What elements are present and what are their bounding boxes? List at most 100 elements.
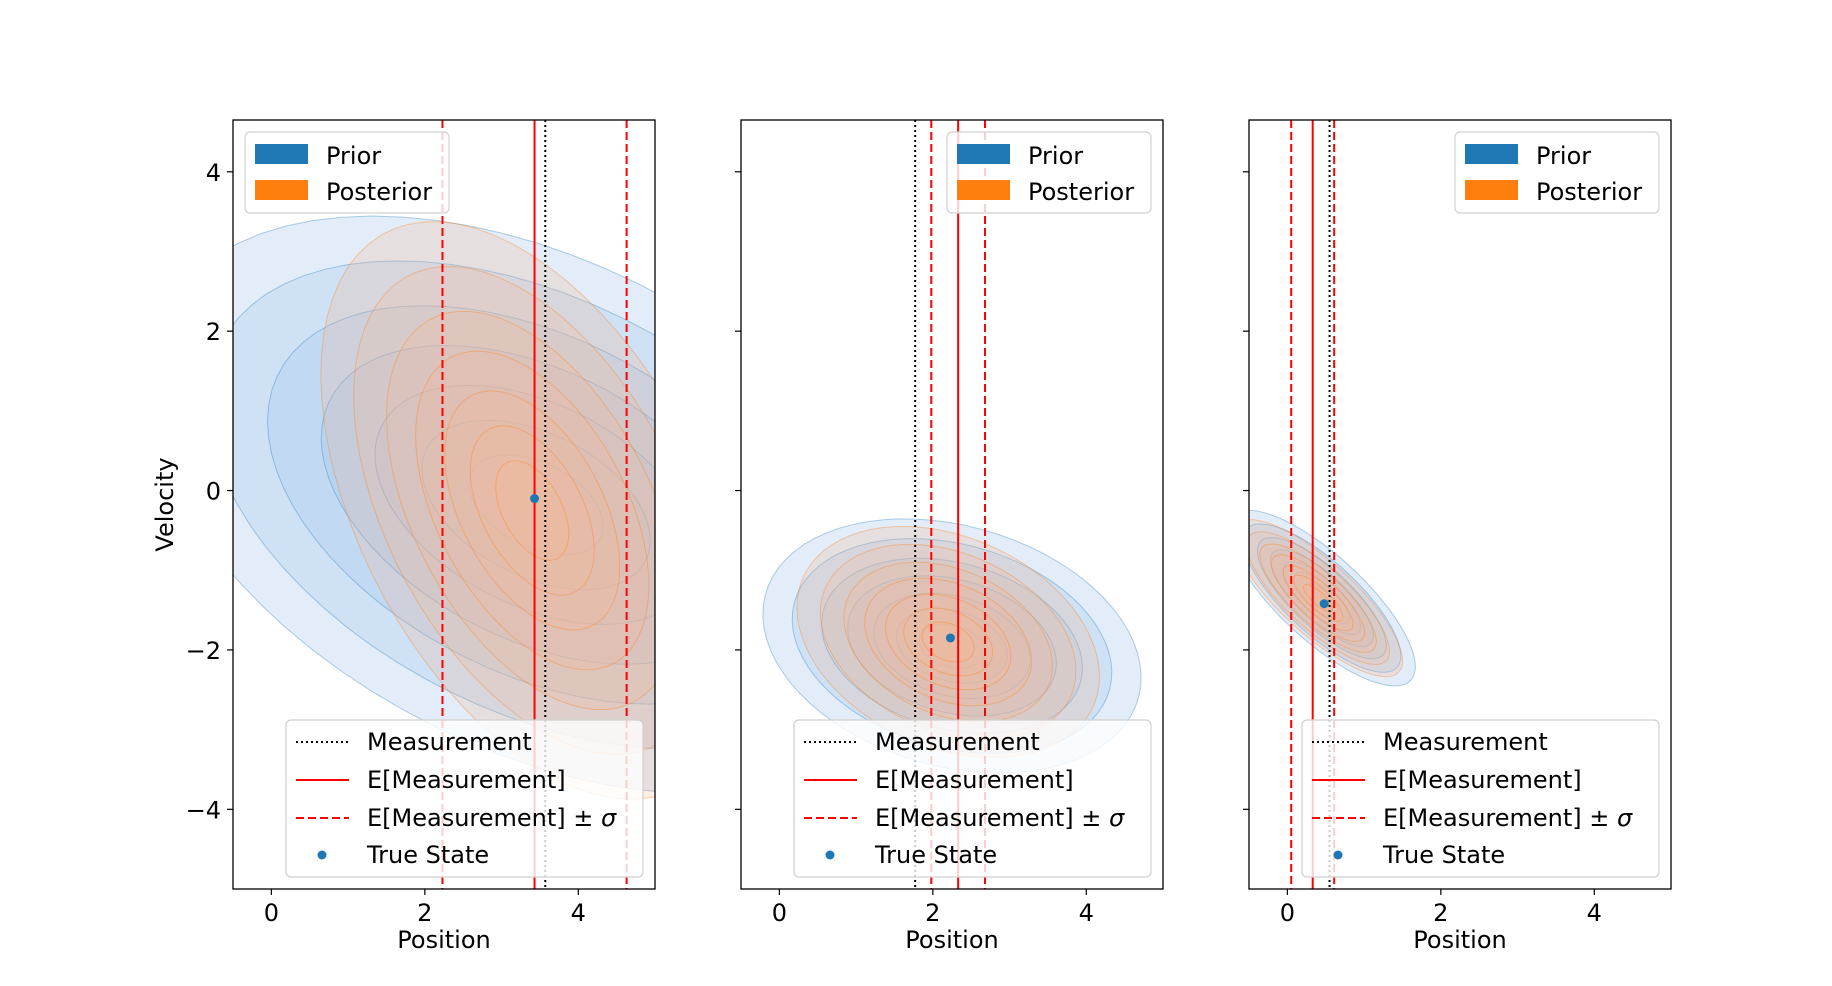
prior-contours-level-3	[1257, 537, 1387, 660]
plot-area	[1249, 120, 1416, 889]
posterior-contours	[796, 525, 1101, 758]
y-tick-label: 4	[206, 159, 221, 187]
true-state-point	[1319, 599, 1329, 609]
prior-contours-level-3	[821, 557, 1083, 735]
posterior-contours-level-5	[1282, 565, 1354, 632]
prior-contours-level-5	[374, 384, 655, 625]
posterior-contours-level-4	[1270, 554, 1366, 643]
posterior-contours-level-3	[1259, 543, 1377, 653]
posterior-contours-level-2	[1249, 531, 1391, 666]
legend-expected-sigma-label: E[Measurement] ± σ	[1383, 804, 1633, 832]
subplot-2: 0 2 4 Position Prior Posterior Measurement E[Me…	[735, 119, 1164, 954]
posterior-contours-level-6	[469, 425, 595, 596]
prior-swatch	[255, 144, 308, 164]
legend-measurement-label: Measurement	[875, 728, 1040, 756]
legend-distributions: Prior Posterior	[1454, 131, 1660, 214]
posterior-contours-level-7	[495, 460, 570, 561]
legend-sigma-symbol: σ	[601, 804, 617, 832]
posterior-contours	[320, 221, 655, 800]
legend-lines: Measurement E[Measurement] E[Measurement] …	[793, 719, 1152, 878]
x-axis-label: Position	[397, 926, 490, 954]
legend-expected-label: E[Measurement]	[1383, 766, 1582, 794]
prior-contours-level-4	[320, 344, 655, 665]
prior-contours-level-4	[1269, 549, 1374, 648]
legend-true-state-label: True State	[1382, 841, 1505, 869]
posterior-contours-level-4	[415, 350, 650, 671]
prior-contours-level-6	[1294, 571, 1350, 625]
posterior-contours-level-3	[843, 561, 1054, 723]
legend-distributions: Prior Posterior	[244, 131, 450, 214]
legend-expected-sigma-label: E[Measurement] ± σ	[367, 804, 617, 832]
prior-swatch	[1465, 144, 1518, 164]
prior-contours-level-3	[266, 305, 655, 705]
prior-contours-level-2	[1249, 523, 1402, 673]
posterior-swatch	[1465, 180, 1518, 200]
legend-true-state-label: True State	[366, 841, 489, 869]
y-tick-label: 0	[206, 478, 221, 506]
prior-contours-level-7	[468, 454, 604, 556]
y-axis-label: Velocity	[151, 457, 179, 551]
y-tick-label: −4	[186, 796, 221, 824]
prior-contours-level-1	[233, 215, 655, 792]
x-tick-label: 2	[1433, 899, 1448, 927]
posterior-contours-level-2	[353, 266, 655, 755]
legend-posterior-label: Posterior	[326, 178, 432, 206]
legend-box	[285, 719, 644, 878]
prior-swatch	[957, 144, 1010, 164]
legend-box	[1301, 719, 1660, 878]
legend-posterior-label: Posterior	[1536, 178, 1642, 206]
legend-sigma-symbol: σ	[1109, 804, 1125, 832]
x-tick-label: 2	[417, 899, 432, 927]
legend-sigma-symbol: σ	[1617, 804, 1633, 832]
true-state-point	[945, 633, 955, 643]
legend-expected-sigma-prefix: E[Measurement] ±	[1383, 804, 1617, 832]
legend-posterior-label: Posterior	[1028, 178, 1134, 206]
legend-true-state-swatch	[825, 850, 835, 860]
legend-true-state-label: True State	[874, 841, 997, 869]
legend-expected-label: E[Measurement]	[875, 766, 1074, 794]
x-tick-label: 0	[1280, 899, 1295, 927]
prior-contours	[233, 215, 655, 792]
x-tick-label: 4	[571, 899, 586, 927]
y-tick-label: −2	[186, 637, 221, 665]
posterior-swatch	[255, 180, 308, 200]
prior-contours-level-6	[896, 608, 1008, 684]
subplot-3: 0 2 4 Position Prior Posterior Measurement E[Me…	[1243, 119, 1672, 954]
posterior-contours-level-2	[819, 543, 1077, 741]
legend-true-state-swatch	[317, 850, 327, 860]
plot-area	[233, 120, 655, 889]
x-tick-label: 4	[1079, 899, 1094, 927]
prior-contours-level-5	[873, 592, 1031, 699]
y-tick-label: 2	[206, 318, 221, 346]
posterior-contours-level-5	[444, 390, 621, 631]
x-axis-label: Position	[905, 926, 998, 954]
posterior-contours-level-7	[921, 621, 975, 663]
legend-distributions: Prior Posterior	[946, 131, 1152, 214]
legend-expected-sigma-prefix: E[Measurement] ±	[367, 804, 601, 832]
legend-expected-label: E[Measurement]	[367, 766, 566, 794]
legend-measurement-label: Measurement	[1383, 728, 1548, 756]
prior-contours-level-6	[421, 419, 651, 591]
x-tick-label: 0	[264, 899, 279, 927]
posterior-contours-level-4	[864, 577, 1033, 707]
legend-prior-label: Prior	[1028, 142, 1083, 170]
posterior-swatch	[957, 180, 1010, 200]
legend-lines: Measurement E[Measurement] E[Measurement] …	[1301, 719, 1660, 878]
prior-contours	[762, 518, 1142, 774]
legend-prior-label: Prior	[1536, 142, 1591, 170]
posterior-contours-level-6	[903, 607, 994, 677]
legend-true-state-swatch	[1333, 850, 1343, 860]
legend-expected-sigma-prefix: E[Measurement] ±	[875, 804, 1109, 832]
true-state-point	[530, 494, 540, 504]
legend-prior-label: Prior	[326, 142, 381, 170]
axes-frame	[232, 119, 656, 890]
x-axis-label: Position	[1413, 926, 1506, 954]
prior-contours-level-2	[791, 538, 1113, 754]
posterior-contours	[1249, 519, 1404, 678]
legend-expected-sigma-label: E[Measurement] ± σ	[875, 804, 1125, 832]
legend-lines: Measurement E[Measurement] E[Measurement] …	[285, 719, 644, 878]
posterior-contours-level-1	[796, 525, 1101, 758]
x-tick-label: 2	[925, 899, 940, 927]
prior-contours-level-2	[233, 260, 655, 749]
